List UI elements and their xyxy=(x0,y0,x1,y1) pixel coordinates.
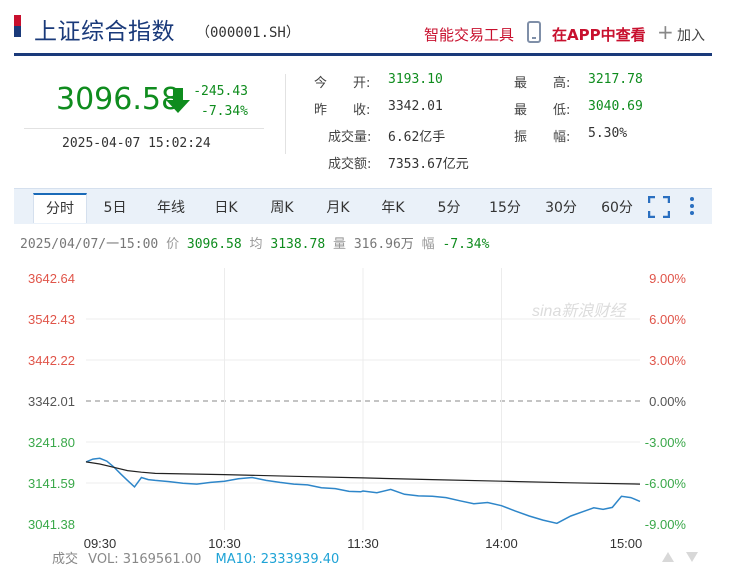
brand-flag-icon xyxy=(14,15,21,37)
y-axis-label-right: 6.00% xyxy=(649,312,686,327)
average-series-line xyxy=(85,461,641,485)
y-axis-label-right: -3.00% xyxy=(645,435,687,450)
tab-15min[interactable]: 15分 xyxy=(489,200,521,216)
price-change-percent: -7.34% xyxy=(201,104,248,119)
info-vol: 316.96万 xyxy=(353,237,414,252)
info-avg-label: 均 xyxy=(249,237,263,252)
x-axis-label: 10:30 xyxy=(208,536,241,551)
info-vol-label: 量 xyxy=(333,237,347,252)
info-price-label: 价 xyxy=(166,237,180,252)
tab-5min[interactable]: 5分 xyxy=(437,200,461,216)
tab-monthly-k[interactable]: 月K xyxy=(326,200,350,216)
tab-yearly-k[interactable]: 年K xyxy=(381,200,405,216)
stat-label-open: 今 开: xyxy=(314,76,371,91)
info-time: 2025/04/07/一15:00 xyxy=(20,237,159,252)
quote-datetime: 2025-04-07 15:02:24 xyxy=(62,136,211,151)
more-options-icon[interactable] xyxy=(688,196,696,216)
stat-value-prev-close: 3342.01 xyxy=(388,99,443,114)
scroll-up-icon xyxy=(662,552,674,562)
scroll-down-icon xyxy=(686,552,698,562)
stat-label-high: 最 高: xyxy=(514,76,571,91)
tab-5day[interactable]: 5日 xyxy=(103,200,127,216)
y-axis-label-left: 3342.01 xyxy=(28,394,75,409)
tab-60min[interactable]: 60分 xyxy=(601,200,633,216)
y-axis-label-left: 3141.59 xyxy=(28,476,75,491)
header-divider xyxy=(14,53,712,56)
price-divider xyxy=(24,128,264,129)
volume-label: 成交 xyxy=(52,552,79,567)
y-axis-label-right: -9.00% xyxy=(645,517,687,532)
stat-value-low: 3040.69 xyxy=(588,99,643,114)
current-price: 3096.58 xyxy=(56,82,181,117)
stat-label-turnover: 成交额: xyxy=(328,157,372,172)
intraday-chart[interactable]: 3642.64 9.00% 3542.43 6.00% 3442.22 3.00% 3342… xyxy=(0,256,738,568)
stat-value-high: 3217.78 xyxy=(588,72,643,87)
crosshair-info-line: 2025/04/07/一15:00 价 3096.58 均 3138.78 量 … xyxy=(20,233,489,252)
x-axis-label: 09:30 xyxy=(84,536,117,551)
add-to-watchlist-button[interactable]: 加入 xyxy=(677,28,705,44)
y-axis-label-right: 3.00% xyxy=(649,353,686,368)
tab-weekly-k[interactable]: 周K xyxy=(270,200,294,216)
price-series-line xyxy=(85,457,641,525)
info-avg: 3138.78 xyxy=(270,237,326,252)
x-axis-label: 15:00 xyxy=(610,536,643,551)
smart-trade-tools-link[interactable]: 智能交易工具 xyxy=(424,26,515,44)
stat-label-amplitude: 振 幅: xyxy=(514,130,571,145)
stat-label-volume: 成交量: xyxy=(328,130,372,145)
tab-intraday[interactable]: 分时 xyxy=(33,193,87,223)
volume-value: VOL: 3169561.00 xyxy=(88,552,202,567)
y-axis-label-left: 3642.64 xyxy=(28,271,75,286)
down-arrow-icon xyxy=(166,88,190,113)
y-axis-label-left: 3041.38 xyxy=(28,517,75,532)
y-axis-label-left: 3442.22 xyxy=(28,353,75,368)
info-pct: -7.34% xyxy=(442,237,490,252)
y-axis-label-right: -6.00% xyxy=(645,476,687,491)
volume-ma10: MA10: 2333939.40 xyxy=(215,552,340,567)
view-in-app-link[interactable]: 在APP中查看 xyxy=(552,26,646,44)
vertical-divider xyxy=(285,74,286,154)
info-price: 3096.58 xyxy=(186,237,242,252)
x-axis-label: 11:30 xyxy=(347,536,379,551)
phone-icon[interactable] xyxy=(527,21,541,43)
stat-value-amplitude: 5.30% xyxy=(588,126,628,141)
tab-30min[interactable]: 30分 xyxy=(545,200,577,216)
stat-value-open: 3193.10 xyxy=(388,72,443,87)
chart-tab-bar xyxy=(14,188,712,224)
stat-label-prev-close: 昨 收: xyxy=(314,103,371,118)
x-axis-label: 14:00 xyxy=(485,536,518,551)
stat-label-low: 最 低: xyxy=(514,103,571,118)
volume-info-line: 成交 VOL: 3169561.00 MA10: 2333939.40 xyxy=(52,548,339,567)
stat-value-volume: 6.62亿手 xyxy=(388,130,446,145)
y-axis-label-left: 3241.80 xyxy=(28,435,75,450)
stat-value-turnover: 7353.67亿元 xyxy=(388,157,469,172)
watermark-logo: sina新浪财经 xyxy=(532,302,627,320)
page-header: 上证综合指数 （000001.SH） 智能交易工具 在APP中查看 + 加入 xyxy=(0,0,738,48)
y-axis-label-right: 0.00% xyxy=(649,394,686,409)
y-axis-label-right: 9.00% xyxy=(649,271,686,286)
price-change: -245.43 xyxy=(193,84,248,99)
info-pct-label: 幅 xyxy=(421,237,435,252)
add-plus-icon[interactable]: + xyxy=(657,20,674,44)
page-title: 上证综合指数 xyxy=(34,19,175,45)
tab-year-line[interactable]: 年线 xyxy=(157,200,185,216)
y-axis-label-left: 3542.43 xyxy=(28,312,75,327)
stock-code: （000001.SH） xyxy=(196,25,300,41)
tab-daily-k[interactable]: 日K xyxy=(214,200,238,216)
fullscreen-icon[interactable] xyxy=(648,196,670,218)
